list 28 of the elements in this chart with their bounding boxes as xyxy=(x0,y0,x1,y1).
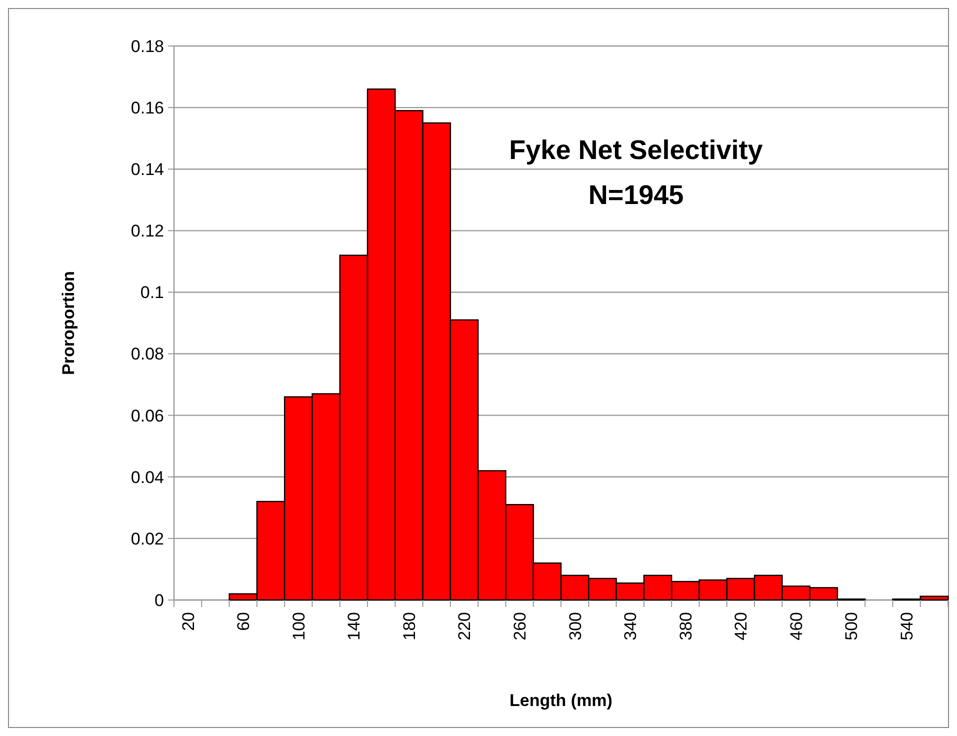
x-tick-label: 340 xyxy=(621,612,640,640)
x-tick-label: 100 xyxy=(289,612,308,640)
x-tick-label: 180 xyxy=(400,612,419,640)
x-tick-label: 220 xyxy=(455,612,474,640)
x-tick-label: 460 xyxy=(786,612,806,640)
x-tick-label: 20 xyxy=(178,612,198,631)
y-tick-label: 0.02 xyxy=(130,529,164,548)
x-tick-label: 300 xyxy=(566,612,585,640)
y-tick-label: 0.1 xyxy=(140,283,164,302)
x-tick-label: 540 xyxy=(897,612,916,640)
y-tick-label: 0.08 xyxy=(130,344,164,364)
x-tick-label: 140 xyxy=(344,612,364,640)
y-tick-label: 0.04 xyxy=(130,468,164,487)
y-tick-label: 0 xyxy=(154,590,164,610)
x-tick-label: 380 xyxy=(676,612,696,640)
x-tick-label: 60 xyxy=(234,612,254,631)
y-tick-label: 0.12 xyxy=(130,222,164,241)
y-tick-label: 0.14 xyxy=(130,160,164,180)
y-tick-label: 0.16 xyxy=(130,98,164,118)
text: N=1945 xyxy=(588,180,684,210)
y-tick-label: 0.06 xyxy=(130,406,164,426)
x-tick-label: 500 xyxy=(842,612,862,640)
y-tick-label: 0.18 xyxy=(130,36,164,56)
x-tick-label: 420 xyxy=(732,612,751,640)
text: Fyke Net Selectivity xyxy=(509,135,763,165)
y-axis-title: Proroportion xyxy=(59,271,78,375)
x-tick-label: 260 xyxy=(510,612,530,640)
x-axis-title: Length (mm) xyxy=(510,691,612,710)
